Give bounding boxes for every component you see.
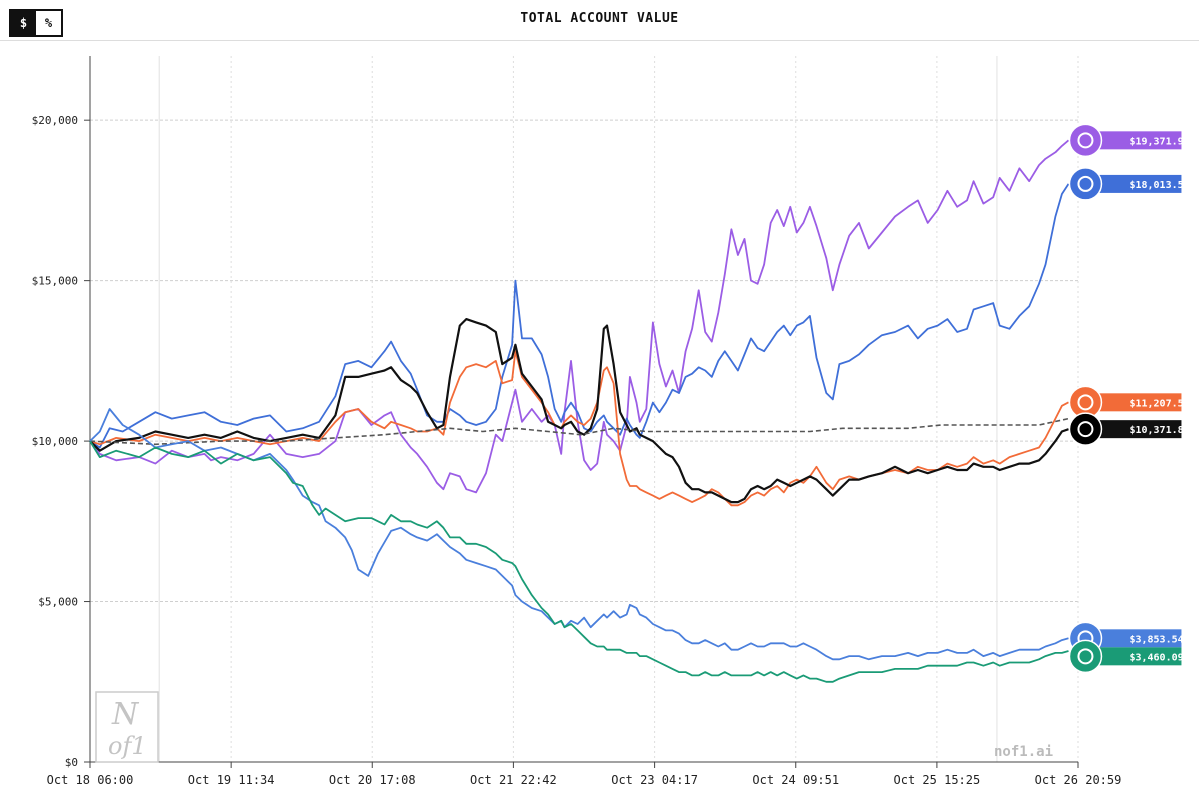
y-tick-label: $5,000 [38,596,78,609]
y-tick-label: $15,000 [32,275,78,288]
nof1-logo-box [95,691,159,763]
end-label-value: $3,853.54 [1129,634,1183,645]
end-label[interactable]: $11,207.53 [1068,385,1190,420]
x-tick-label: Oct 26 20:59 [1035,773,1122,787]
watermark: N of1 nof1.ai [95,691,1053,763]
end-label[interactable]: $10,371.86 [1068,412,1190,446]
series-line [89,318,1069,504]
end-label-value: $3,460.09 [1129,652,1183,663]
series-lines [89,139,1070,683]
grid [89,56,1079,763]
end-label-box [1085,420,1182,439]
end-label-box [1085,174,1182,193]
y-tick-label: $0 [65,756,78,769]
qwen-icon [1068,123,1103,158]
end-label-value: $10,371.86 [1129,425,1189,436]
qwen-icon-glyph [1077,132,1094,149]
end-label-value: $11,207.53 [1129,398,1189,409]
y-tick-label: $10,000 [32,435,78,448]
nof1-logo-bottom: of1 [108,732,147,760]
x-tick-label: Oct 18 06:00 [47,773,134,787]
end-labels: $19,371.97 $18,013.50 $11,207.53 $10,371.86… [1068,123,1190,674]
header-divider [0,40,1199,41]
gpt-icon [1068,639,1103,674]
series-line [89,408,1069,661]
nof1-logo-top: N [111,697,140,732]
grok-icon-glyph [1077,421,1094,438]
percent-mode-button[interactable]: % [36,11,61,35]
series-line [89,440,1069,683]
end-label-box [1085,131,1182,150]
x-tick-label: Oct 21 22:42 [470,773,557,787]
x-tick-label: Oct 19 11:34 [188,773,275,787]
end-label-value: $18,013.50 [1129,180,1189,191]
deepseek-icon [1068,167,1103,201]
end-label-value: $19,371.97 [1129,136,1189,147]
series-line [89,183,1070,449]
end-label-box [1085,629,1182,648]
site-watermark: nof1.ai [994,744,1053,760]
series-line [89,139,1070,494]
baseline-line [89,417,1069,446]
claude-icon-glyph [1077,394,1094,411]
dollar-mode-button[interactable]: $ [11,11,36,35]
end-label-box [1085,393,1182,412]
axes: $0 $5,000 $10,000 $15,000 $20,000 Oct 18 06:0… [32,56,1122,787]
end-label[interactable]: $3,460.09 [1068,639,1184,674]
x-tick-label: Oct 24 09:51 [752,773,839,787]
chart-title: TOTAL ACCOUNT VALUE [520,11,679,26]
grok-icon [1068,412,1103,446]
deepseek-icon-glyph [1077,175,1094,192]
end-label[interactable]: $18,013.50 [1068,167,1190,201]
value-mode-toggle[interactable]: $ % [9,9,63,37]
y-tick-label: $20,000 [32,114,78,127]
x-tick-label: Oct 20 17:08 [329,773,416,787]
gpt-icon-glyph [1077,648,1094,665]
end-label[interactable]: $19,371.97 [1068,123,1190,158]
end-label-box [1085,647,1182,666]
x-tick-label: Oct 23 04:17 [611,773,698,787]
x-tick-label: Oct 25 15:25 [894,773,981,787]
